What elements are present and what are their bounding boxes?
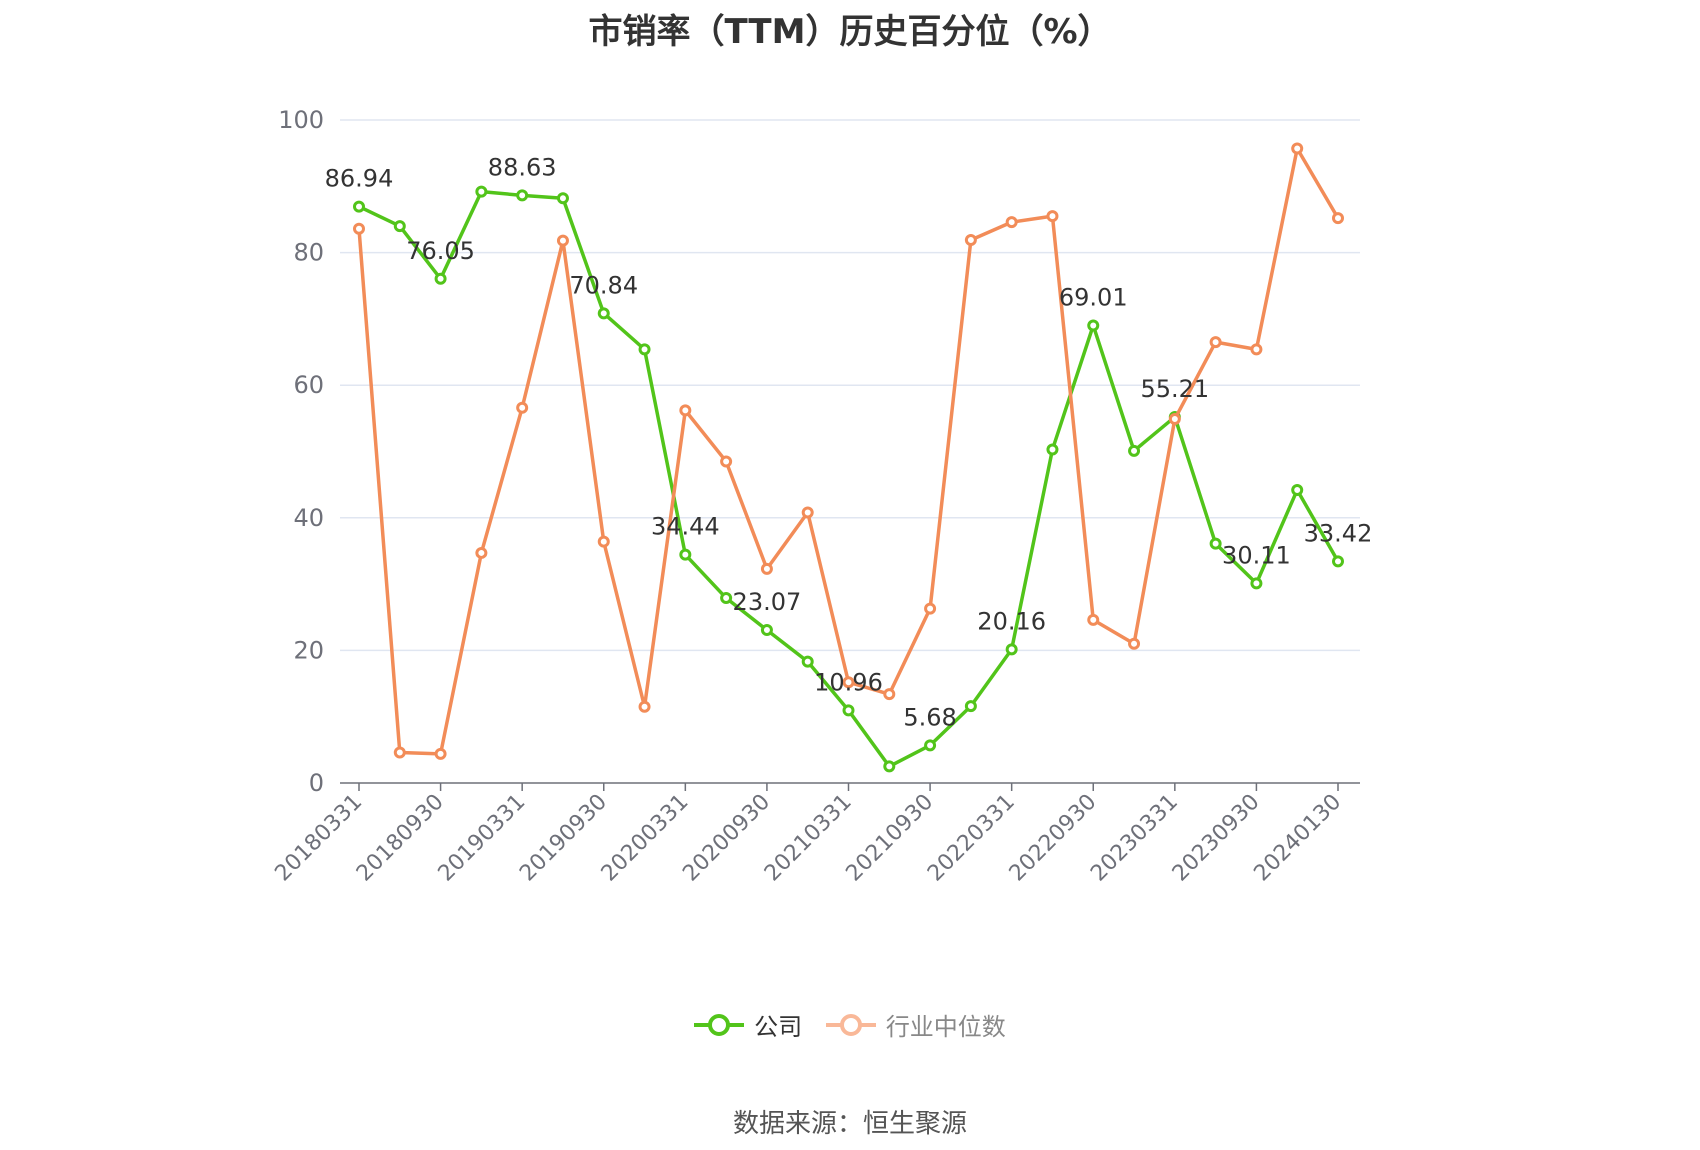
industry-median-point bbox=[924, 602, 937, 615]
legend-item-company[interactable]: 公司 bbox=[694, 1007, 802, 1042]
x-tick-label: 20210331 bbox=[760, 790, 857, 887]
industry-median-point bbox=[1332, 212, 1344, 225]
x-tick-label: 20230331 bbox=[1086, 790, 1183, 887]
company-point bbox=[1128, 444, 1141, 457]
data-label: 33.42 bbox=[1304, 519, 1373, 547]
company-point bbox=[883, 760, 896, 773]
data-label: 69.01 bbox=[1059, 283, 1128, 311]
x-tick-label: 20180930 bbox=[352, 790, 449, 887]
data-label: 76.05 bbox=[406, 237, 475, 265]
y-tick-label: 20 bbox=[293, 636, 324, 664]
industry-median-point bbox=[1046, 210, 1059, 223]
data-label: 86.94 bbox=[325, 165, 394, 193]
company-point bbox=[679, 548, 692, 561]
company-point bbox=[842, 704, 855, 717]
company-point bbox=[1046, 443, 1059, 456]
industry-median-point bbox=[393, 746, 406, 759]
company-point bbox=[964, 700, 977, 713]
industry-median-point bbox=[1087, 613, 1100, 626]
data-label: 34.44 bbox=[651, 513, 720, 541]
y-tick-label: 60 bbox=[293, 371, 324, 399]
company-point bbox=[516, 189, 529, 202]
series-lines bbox=[353, 142, 1344, 773]
company-point bbox=[393, 220, 406, 233]
data-label: 10.96 bbox=[814, 668, 883, 696]
legend: 公司 行业中位数 bbox=[0, 1007, 1700, 1043]
industry-median-point bbox=[720, 455, 733, 468]
industry-median-point bbox=[597, 535, 610, 548]
industry-median-point bbox=[760, 562, 773, 575]
company-point bbox=[720, 592, 733, 605]
industry-median-point bbox=[516, 401, 529, 414]
y-tick-label: 100 bbox=[278, 106, 324, 134]
legend-company-marker-icon bbox=[694, 1013, 745, 1036]
company-point bbox=[760, 624, 773, 637]
industry-median-point bbox=[842, 676, 855, 689]
y-tick-label: 0 bbox=[309, 769, 324, 797]
industry-median-point bbox=[1250, 343, 1263, 356]
x-tick-label: 20190331 bbox=[434, 790, 531, 887]
x-tick-label: 20220930 bbox=[1005, 790, 1102, 887]
industry-median-point bbox=[964, 234, 977, 247]
x-tick-label: 20230930 bbox=[1168, 790, 1265, 887]
company-point bbox=[1250, 577, 1263, 590]
industry-median-point bbox=[679, 404, 692, 417]
y-tick-label: 80 bbox=[293, 239, 324, 267]
grid-lines bbox=[340, 119, 1360, 652]
legend-industry-marker-icon bbox=[825, 1013, 876, 1036]
data-label: 70.84 bbox=[569, 271, 638, 299]
x-tick-label: 20240130 bbox=[1249, 790, 1346, 887]
legend-label-company: 公司 bbox=[754, 1013, 803, 1041]
legend-item-industry-median[interactable]: 行业中位数 bbox=[825, 1007, 1006, 1042]
data-label: 5.68 bbox=[903, 703, 956, 731]
legend-label-industry-median: 行业中位数 bbox=[885, 1013, 1006, 1041]
industry-median-point bbox=[556, 234, 569, 247]
company-point bbox=[1332, 555, 1344, 568]
industry-median-point bbox=[1291, 142, 1304, 155]
industry-median-point bbox=[883, 688, 896, 701]
company-point bbox=[801, 655, 814, 668]
industry-median-point bbox=[1128, 637, 1141, 650]
data-label: 23.07 bbox=[733, 588, 802, 616]
industry-median-line bbox=[357, 146, 1340, 756]
data-label: 30.11 bbox=[1222, 541, 1291, 569]
company-point bbox=[1209, 537, 1222, 550]
company-point bbox=[434, 272, 447, 285]
x-tick-label: 20200930 bbox=[678, 790, 775, 887]
company-point bbox=[1291, 483, 1304, 496]
chart-title: 市销率（TTM）历史百分位（%） bbox=[588, 12, 1112, 52]
data-label: 88.63 bbox=[488, 153, 557, 181]
industry-median-point bbox=[1005, 216, 1018, 229]
industry-median-point bbox=[434, 747, 447, 760]
company-point bbox=[597, 307, 610, 320]
x-tick-label: 20200331 bbox=[597, 790, 694, 887]
y-tick-label: 40 bbox=[293, 504, 324, 532]
industry-median-point bbox=[353, 222, 365, 235]
data-label: 55.21 bbox=[1140, 375, 1209, 403]
data-source: 数据来源：恒生聚源 bbox=[732, 1109, 967, 1139]
company-point bbox=[475, 185, 488, 198]
x-tick-label: 20210930 bbox=[841, 790, 938, 887]
data-labels: 86.94 76.05 88.63 70.84 34.44 23.07 10.96 5.68 2… bbox=[325, 153, 1373, 731]
industry-median-point bbox=[1168, 413, 1181, 426]
industry-median-point bbox=[801, 506, 814, 519]
company-point bbox=[1087, 319, 1100, 332]
axes: 0 20 40 60 80 100 2018033120180930201903312019… bbox=[270, 106, 1360, 886]
company-point bbox=[1005, 643, 1018, 656]
industry-median-point bbox=[475, 546, 488, 559]
company-point bbox=[556, 192, 569, 205]
company-point bbox=[353, 200, 365, 213]
x-tick-label: 20220331 bbox=[923, 790, 1020, 887]
industry-median-point bbox=[1209, 336, 1222, 349]
x-tick-label: 20180331 bbox=[270, 790, 367, 887]
company-point bbox=[638, 343, 651, 356]
x-tick-label: 20190930 bbox=[515, 790, 612, 887]
company-point bbox=[924, 739, 937, 752]
industry-median-point bbox=[638, 700, 651, 713]
data-label: 20.16 bbox=[977, 607, 1046, 635]
